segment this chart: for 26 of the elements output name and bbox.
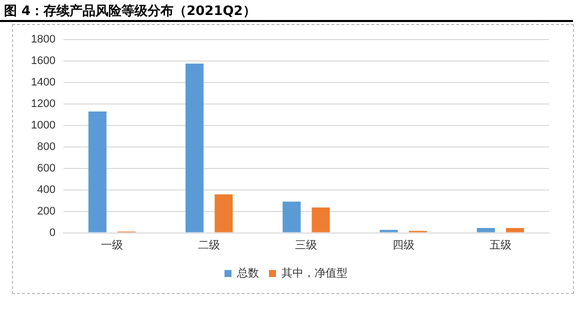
x-tick-label: 三级 [295,238,318,252]
bar [186,64,204,232]
bar [476,228,495,232]
x-tick-label: 五级 [489,238,512,252]
y-tick-label: 1800 [30,34,56,46]
x-tick-label: 二级 [198,238,220,252]
y-tick-label: 1600 [30,55,56,68]
bar [88,112,106,232]
bar [214,194,233,232]
y-tick-label: 800 [37,140,56,153]
y-tick-label: 1200 [30,98,56,110]
y-tick-label: 1400 [30,76,56,89]
y-tick-label: 600 [37,162,56,174]
legend-label: 其中，净值型 [282,266,348,280]
y-tick-label: 200 [37,205,56,218]
bar [380,230,398,232]
legend-label: 总数 [236,266,259,280]
y-tick-label: 1000 [30,120,56,132]
bar [282,202,301,232]
x-tick-label: 四级 [392,238,414,252]
y-tick-label: 0 [49,226,56,239]
x-tick-label: 一级 [101,238,124,252]
bar [506,228,524,232]
y-tick-label: 400 [37,184,56,196]
bar [312,207,330,232]
chart-title: 图 4：存续产品风险等级分布（2021Q2） [0,0,573,22]
